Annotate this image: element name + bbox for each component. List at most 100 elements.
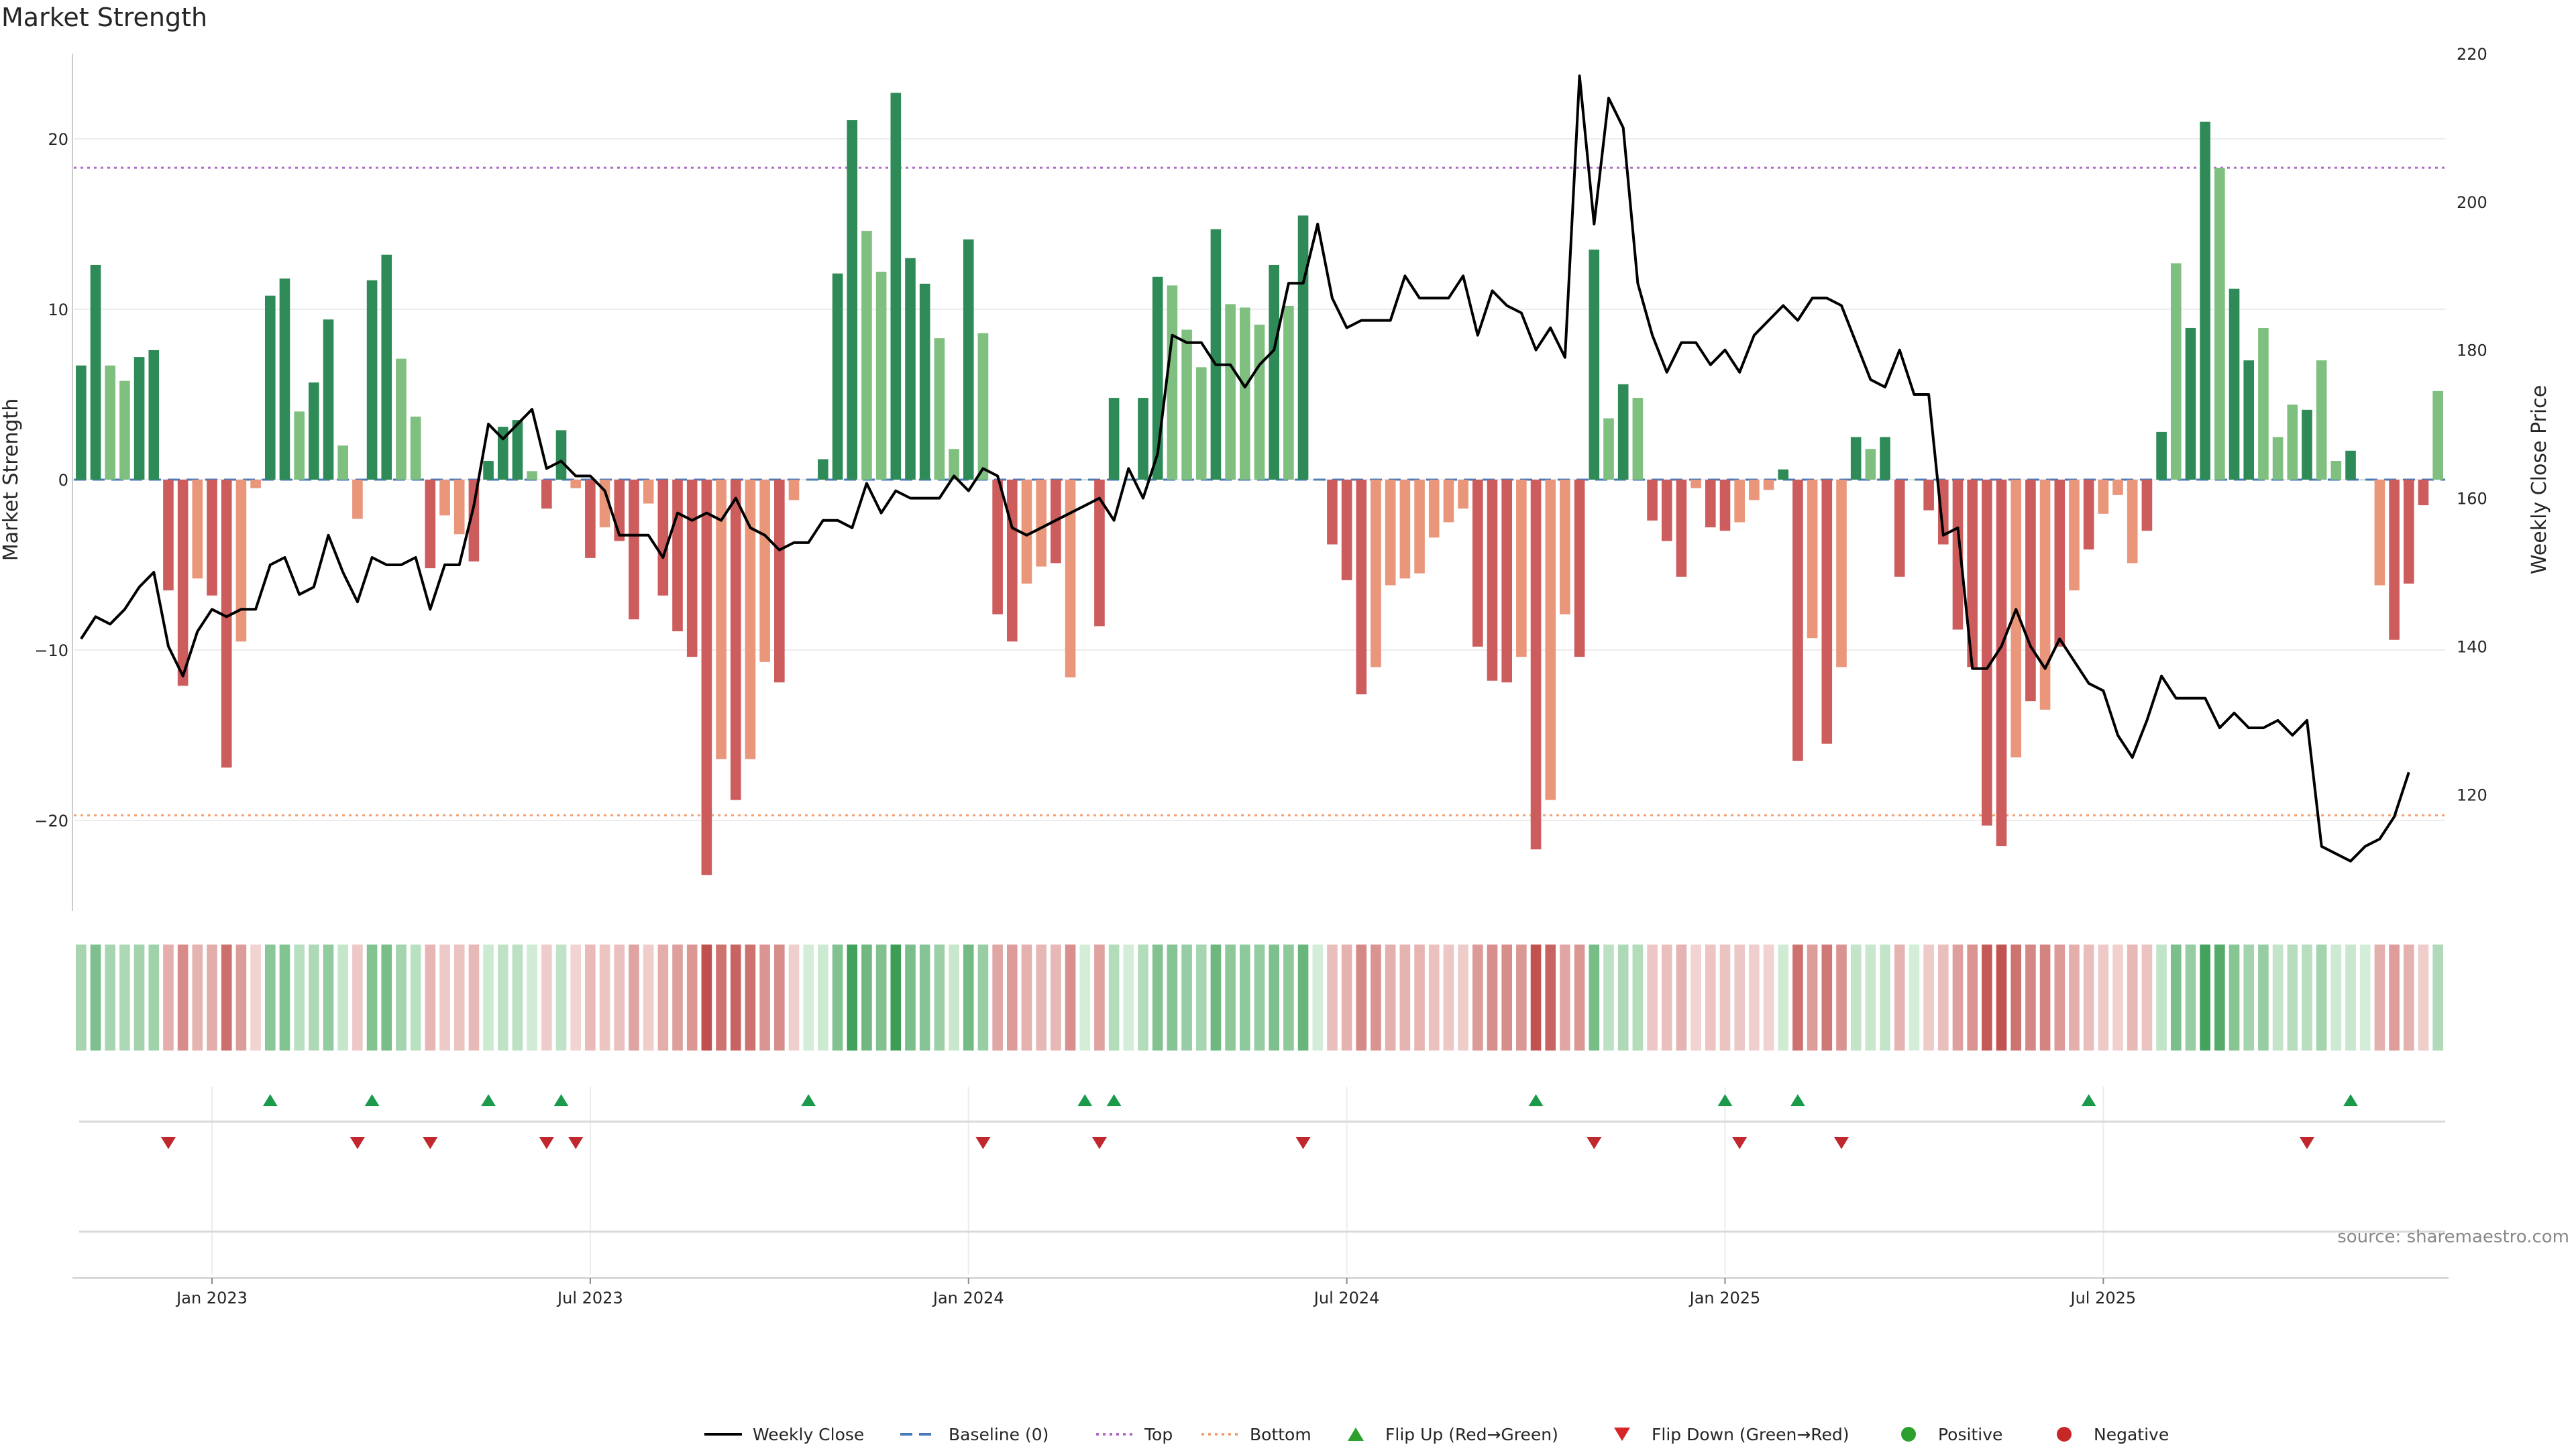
heat-cell (1792, 945, 1803, 1051)
heat-cell (1152, 945, 1163, 1051)
strength-bar (76, 365, 87, 480)
heat-cell (1560, 945, 1570, 1051)
strength-bar (730, 480, 741, 800)
x-tick-label: Jul 2025 (2070, 1289, 2137, 1307)
strength-bar (1778, 469, 1789, 480)
heat-cell (512, 945, 523, 1051)
heat-cell (264, 945, 276, 1051)
heat-cell (2403, 945, 2414, 1051)
heat-cell (207, 945, 217, 1051)
strength-bar (148, 350, 160, 480)
flip-down-marker (2299, 1137, 2314, 1149)
strength-bar (1138, 398, 1148, 480)
heat-cell (2243, 945, 2255, 1051)
heat-cell (2345, 945, 2356, 1051)
strength-bar (1065, 480, 1076, 678)
strength-bar (759, 480, 770, 662)
strength-bar (2185, 327, 2196, 480)
flip-down-marker (160, 1137, 176, 1149)
heat-cell (235, 945, 247, 1051)
strength-bar (1560, 480, 1570, 614)
heat-cell (1021, 945, 1032, 1051)
strength-bar (2054, 480, 2065, 647)
flip-up-marker (2343, 1094, 2359, 1106)
strength-bar (1923, 480, 1934, 511)
heat-cell (1428, 945, 1440, 1051)
strength-bar (1240, 307, 1250, 480)
strength-bar (2418, 480, 2429, 506)
heat-cell (2302, 945, 2312, 1051)
heat-cell (2069, 945, 2080, 1051)
strength-bar (1254, 324, 1265, 480)
heat-cell (352, 945, 363, 1051)
heat-cell (1676, 945, 1687, 1051)
legend-label: Weekly Close (753, 1425, 864, 1444)
strength-bar (279, 278, 290, 480)
heat-cell (2359, 945, 2371, 1051)
strength-bar (2083, 480, 2094, 550)
strength-bar (1996, 480, 2007, 847)
flip-down-marker (1091, 1137, 1107, 1149)
x-tick-label: Jan 2024 (932, 1289, 1004, 1307)
strength-bar (2316, 360, 2327, 480)
strength-bar (1283, 305, 1294, 480)
heat-cell (1399, 945, 1411, 1051)
heat-cell (1894, 945, 1905, 1051)
heat-cell (1065, 945, 1076, 1051)
strength-bar (1501, 480, 1512, 683)
flip-markers (79, 1094, 2445, 1233)
strength-bar (949, 449, 959, 480)
strength-bar (1007, 480, 1018, 642)
heat-cell (76, 945, 87, 1051)
heat-cell (1836, 945, 1847, 1051)
heat-cell (1589, 945, 1600, 1051)
strength-bar (1865, 449, 1876, 480)
flip-up-marker (364, 1094, 380, 1106)
strength-bar (716, 480, 727, 759)
strength-bar (599, 480, 610, 528)
flip-down-marker (568, 1137, 584, 1149)
flip-up-marker (1790, 1094, 1805, 1106)
strength-bar (1982, 480, 1992, 826)
strength-bar (2170, 263, 2182, 480)
heat-cell (2374, 945, 2385, 1051)
heat-cell (629, 945, 639, 1051)
heat-cell (1254, 945, 1265, 1051)
strength-bar (207, 480, 217, 596)
strength-bar (1414, 480, 1425, 574)
strength-bar (163, 480, 174, 591)
strength-bar (1341, 480, 1352, 580)
strength-bar (2200, 121, 2210, 480)
strength-bar (570, 480, 582, 488)
heat-cell (1530, 945, 1542, 1051)
heat-cell (483, 945, 494, 1051)
heat-cell (1007, 945, 1018, 1051)
heat-cell (2316, 945, 2327, 1051)
strength-bar (745, 480, 756, 759)
heat-cell (1341, 945, 1352, 1051)
strength-bar (1530, 480, 1542, 850)
heat-cell (2141, 945, 2153, 1051)
heat-cell (1138, 945, 1148, 1051)
flip-down-marker (350, 1137, 365, 1149)
strength-bar (1399, 480, 1411, 579)
heat-cell (2418, 945, 2429, 1051)
strength-bar (672, 480, 683, 632)
strength-bar (686, 480, 698, 657)
heat-cell (1923, 945, 1934, 1051)
flip-up-marker (481, 1094, 496, 1106)
heat-cell (2054, 945, 2065, 1051)
heat-cell (497, 945, 508, 1051)
close-price-line (80, 74, 2410, 863)
heat-cell (1719, 945, 1731, 1051)
strength-bar (585, 480, 596, 558)
strength-bar (2069, 480, 2080, 591)
heat-cell (541, 945, 552, 1051)
x-tick-label: Jan 2023 (175, 1289, 248, 1307)
strength-bar (818, 459, 828, 480)
heat-cell (1982, 945, 1992, 1051)
strength-bar (527, 471, 537, 480)
strength-bar (1458, 480, 1468, 509)
strength-bar (2374, 480, 2385, 586)
strength-bar (2432, 390, 2443, 480)
